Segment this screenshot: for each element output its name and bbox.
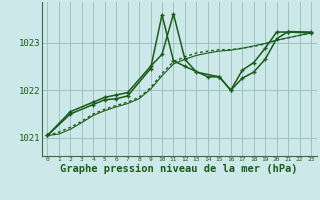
X-axis label: Graphe pression niveau de la mer (hPa): Graphe pression niveau de la mer (hPa) xyxy=(60,164,298,174)
